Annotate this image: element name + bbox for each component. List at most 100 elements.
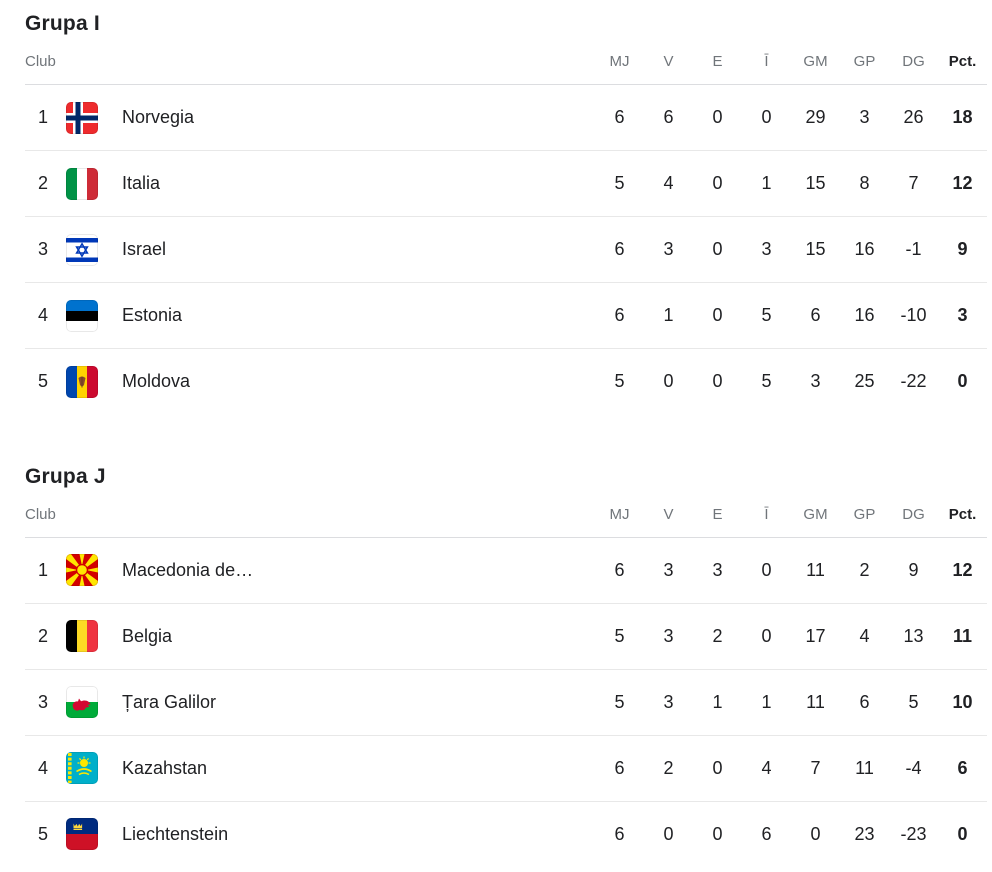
team-cell: Liechtenstein [61,801,595,867]
team-name[interactable]: Italia [122,173,161,193]
team-name[interactable]: Norvegia [122,107,195,127]
stat-gp: 8 [840,150,889,217]
norway-flag-icon [66,101,98,134]
stat-dg: 9 [889,537,938,604]
stat-gp: 23 [854,823,875,844]
stat-gp: 16 [840,216,889,283]
stat-pct: 6 [938,735,987,802]
team-cell: Italia [61,150,595,217]
team-row[interactable]: 5 Moldova 5 0 0 5 3 25 -22 0 [25,349,987,415]
team-row[interactable]: 2 Belgia 5 3 2 0 17 4 13 11 [25,603,987,670]
team-club-wrap: Israel [61,233,595,266]
stat-e: 0 [693,735,742,802]
standings-body: 1 Macedonia de… 6 3 3 0 11 2 9 12 2 Belg… [25,537,987,867]
stat-mj: 5 [614,371,625,392]
stat-dg: 7 [889,150,938,217]
stat-dg: -4 [889,735,938,802]
team-rank: 4 [25,282,61,349]
stat-pct: 12 [938,150,987,217]
stat-mj: 5 [595,603,644,670]
team-row[interactable]: 3 Israel 6 3 0 3 15 16 -1 9 [25,216,987,283]
team-name[interactable]: Belgia [122,625,173,646]
stat-dg: -23 [900,823,927,844]
stat-v: 0 [663,823,674,844]
team-name[interactable]: Estonia [122,305,183,325]
team-name[interactable]: Moldova [122,371,191,392]
stat-mj: 5 [595,150,644,217]
stat-i: 6 [761,823,772,844]
moldova-flag-icon [66,365,98,398]
team-name[interactable]: Țara Galilor [122,691,217,712]
group-standings-section: Grupa J Club MJ V E Ī GM GP DG Pct. [25,465,987,868]
team-rank: 5 [37,823,48,844]
team-cell: Moldova [61,349,595,415]
stat-pct: 9 [938,216,987,283]
club-column-header: Club [25,488,595,538]
stat-dg: -22 [900,371,927,392]
team-row[interactable]: 1 Norvegia 6 6 0 0 29 3 26 18 [25,84,987,151]
team-row[interactable]: 3 Țara Galilor 5 3 1 1 11 6 5 10 [25,669,987,736]
team-name[interactable]: Macedonia de… [122,559,254,580]
stat-pct: 12 [938,537,987,604]
stat-gm: 11 [791,537,840,604]
column-header-pct: Pct. [938,36,987,85]
team-rank: 3 [25,669,61,736]
israel-flag-icon [66,233,98,266]
column-header-dg: DG [889,488,938,538]
column-header-v: V [644,488,693,538]
team-club-wrap: Norvegia [61,101,595,134]
stat-gm: 0 [810,823,821,844]
stat-v: 2 [644,735,693,802]
team-row[interactable]: 4 Estonia 6 1 0 5 6 16 -10 3 [25,282,987,349]
column-header-gp: GP [840,36,889,85]
column-header-e: E [693,36,742,85]
team-name[interactable]: Liechtenstein [122,823,229,844]
stat-pct: 11 [938,603,987,670]
column-header-gp: GP [840,488,889,538]
stat-dg: -1 [889,216,938,283]
stat-gm: 3 [810,371,821,392]
team-rank: 5 [37,371,48,392]
stat-i: 0 [742,603,791,670]
liechtenstein-flag-icon [66,818,98,851]
stat-gm: 15 [791,216,840,283]
team-cell: Israel [61,216,595,283]
team-club-wrap: Liechtenstein [61,818,595,851]
stat-mj: 6 [595,537,644,604]
stat-gp: 3 [840,84,889,151]
stat-gp: 25 [854,371,875,392]
standings-header-row: Club MJ V E Ī GM GP DG Pct. [25,488,987,538]
stat-mj: 6 [595,282,644,349]
team-name[interactable]: Israel [122,239,167,259]
team-club-wrap: Kazahstan [61,752,595,784]
stat-v: 6 [644,84,693,151]
column-header-e: E [693,488,742,538]
group-title: Grupa J [25,464,106,488]
team-row[interactable]: 4 Kazahstan 6 2 0 4 7 11 -4 6 [25,735,987,802]
stat-i: 0 [742,537,791,604]
stat-mj: 6 [614,823,625,844]
team-cell: Kazahstan [61,735,595,802]
team-row[interactable]: 2 Italia 5 4 0 1 15 8 7 12 [25,150,987,217]
stat-e: 1 [693,669,742,736]
stat-mj: 6 [595,84,644,151]
stat-i: 1 [742,150,791,217]
estonia-flag-icon [66,299,98,332]
stat-pct: 10 [938,669,987,736]
belgium-flag-icon [66,620,98,652]
stat-e: 3 [693,537,742,604]
club-column-header: Club [25,36,595,85]
team-club-wrap: Moldova [61,365,595,398]
team-row[interactable]: 1 Macedonia de… 6 3 3 0 11 2 9 12 [25,537,987,604]
stat-pct: 0 [957,371,968,392]
stat-i: 5 [742,282,791,349]
stat-e: 0 [693,216,742,283]
team-row[interactable]: 5 Liechtenstein 6 0 0 6 0 23 -23 0 [25,801,987,867]
standings-table: Club MJ V E Ī GM GP DG Pct. 1 Norvegia 6… [25,36,987,415]
column-header-dg: DG [889,36,938,85]
group-standings-section: Grupa I Club MJ V E Ī GM GP DG Pct. [25,12,987,415]
team-name[interactable]: Kazahstan [122,757,208,778]
team-cell: Norvegia [61,84,595,151]
stat-gm: 11 [791,669,840,736]
stat-i: 4 [742,735,791,802]
